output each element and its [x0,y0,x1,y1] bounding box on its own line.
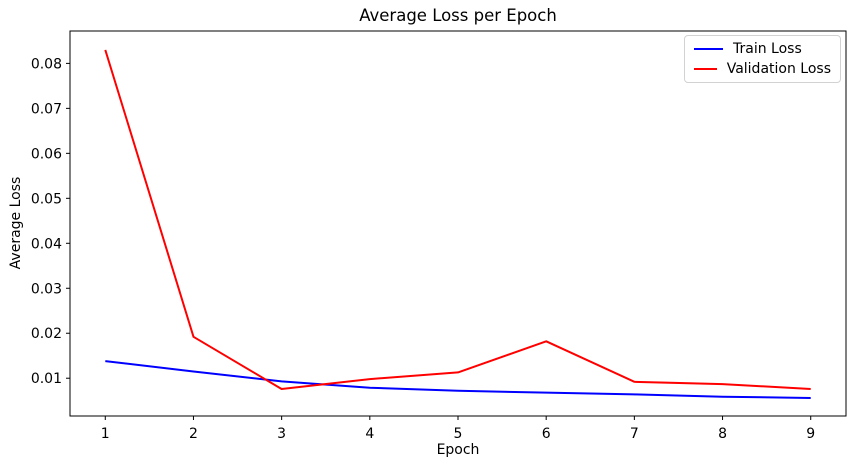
axes-spines [69,30,847,417]
x-tick-label: 6 [542,426,551,442]
x-tick-label: 7 [630,426,639,442]
series-line-train-loss [105,360,811,399]
y-tick-label: 0.02 [31,326,62,342]
y-tick-label: 0.01 [31,371,62,387]
chart-title: Average Loss per Epoch [359,6,557,25]
series-line-validation-loss [104,49,811,390]
x-axis-label: Epoch [436,442,480,458]
y-axis-label: Average Loss [8,176,24,270]
legend-line-swatch [694,67,717,70]
x-tick-label: 2 [189,426,198,442]
y-tick-label: 0.07 [31,101,62,117]
y-tick-label: 0.06 [31,146,62,162]
legend-label: Validation Loss [726,60,831,77]
x-tick-label: 1 [101,426,110,442]
x-tick-label: 5 [454,426,463,442]
y-tick-label: 0.03 [31,281,62,297]
y-tick-label: 0.08 [31,56,62,72]
legend-item: Train Loss [694,41,831,57]
x-tick-label: 9 [806,426,815,442]
y-tick-label: 0.05 [31,191,62,207]
x-tick-label: 4 [365,426,374,442]
y-tick-label: 0.04 [31,236,62,252]
legend-line-swatch [694,48,723,51]
legend: Train Loss Validation Loss [684,35,841,83]
legend-label: Train Loss [733,41,802,58]
x-tick-label: 3 [277,426,286,442]
x-tick-label: 8 [718,426,727,442]
legend-item: Validation Loss [694,61,831,77]
